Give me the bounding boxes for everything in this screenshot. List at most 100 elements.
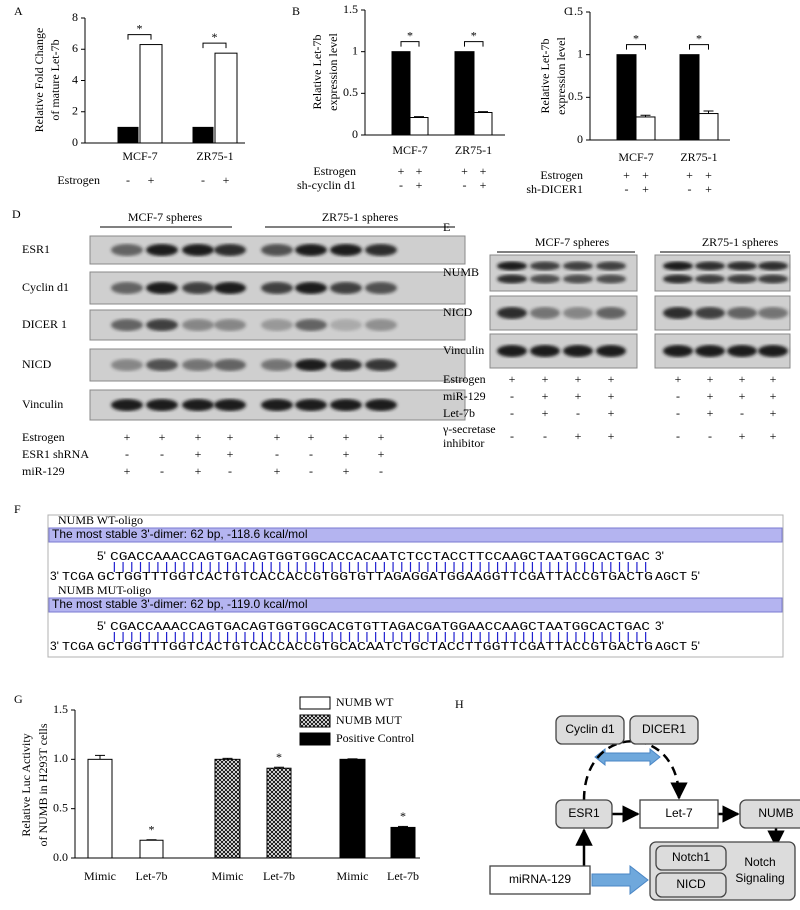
- bar: [214, 52, 238, 144]
- band: [563, 307, 593, 319]
- panel-label: F: [14, 502, 21, 516]
- significance-star: *: [149, 822, 155, 836]
- y-axis-label: Relative Fold Change: [32, 28, 46, 133]
- error-bar: [414, 116, 424, 118]
- band: [111, 399, 143, 411]
- band: [727, 261, 757, 271]
- condition-value: +: [686, 168, 693, 182]
- condition-value: -: [510, 429, 514, 443]
- condition-value: +: [707, 389, 714, 403]
- band: [111, 282, 143, 294]
- significance-star: *: [276, 750, 282, 764]
- significance-bracket: [626, 44, 646, 50]
- sequence-frame: [47, 514, 784, 658]
- node: [639, 799, 719, 829]
- condition-value: +: [739, 429, 746, 443]
- condition-value: +: [195, 447, 202, 461]
- condition-label: Let-7b: [443, 406, 475, 420]
- band: [563, 274, 593, 284]
- band: [530, 307, 560, 319]
- band: [596, 261, 626, 271]
- blot-group-label: ZR75-1 spheres: [322, 210, 399, 224]
- condition-value: +: [378, 447, 385, 461]
- bar: [87, 758, 113, 859]
- condition-label: Estrogen: [22, 430, 65, 444]
- legend-swatch: [299, 696, 331, 710]
- panel-label: E: [443, 220, 450, 234]
- condition-value: +: [124, 430, 131, 444]
- y-tick-label: 0.5: [343, 85, 358, 99]
- condition-value: +: [542, 389, 549, 403]
- condition-value: +: [542, 372, 549, 386]
- overhang: TCGA: [62, 570, 95, 584]
- bar: [214, 758, 241, 859]
- strand-end: 3': [50, 639, 59, 653]
- band: [365, 244, 397, 256]
- condition-value: -: [740, 406, 744, 420]
- significance-star: *: [137, 21, 143, 35]
- node: [655, 845, 727, 871]
- node-label: Notch: [744, 855, 775, 869]
- bar: [139, 839, 164, 859]
- error-bar: [222, 757, 233, 760]
- condition-value: +: [223, 173, 230, 187]
- bar: [635, 116, 656, 141]
- condition-value: -: [625, 182, 629, 196]
- significance-bracket: [689, 44, 709, 50]
- node-label: Let-7: [665, 806, 693, 820]
- bar: [139, 44, 163, 144]
- y-tick-label: 1.5: [568, 4, 583, 18]
- condition-value: -: [688, 182, 692, 196]
- condition-value: +: [608, 389, 615, 403]
- x-tick-label: Mimic: [84, 869, 116, 883]
- band: [530, 274, 560, 284]
- condition-value: +: [343, 430, 350, 444]
- strand-end: 5': [97, 619, 106, 633]
- node-label: Signaling: [735, 871, 784, 885]
- bar: [117, 126, 139, 144]
- node-label: Cyclin d1: [565, 722, 615, 736]
- band: [261, 319, 293, 331]
- condition-value: +: [343, 447, 350, 461]
- y-axis-label: of NUMB in H293T cells: [36, 723, 50, 846]
- band: [330, 359, 362, 371]
- bar: [679, 54, 700, 141]
- blot-group-label: MCF-7 spheres: [128, 210, 203, 224]
- condition-value: +: [227, 430, 234, 444]
- condition-value: +: [575, 389, 582, 403]
- oligo-title: NUMB WT-oligo: [58, 513, 143, 527]
- bar: [454, 51, 475, 136]
- y-axis-label: Relative Luc Activity: [19, 733, 33, 836]
- y-tick-label: 1: [577, 46, 583, 60]
- band: [146, 319, 178, 331]
- significance-star: *: [407, 28, 413, 42]
- condition-value: +: [227, 447, 234, 461]
- node: [555, 799, 613, 829]
- condition-value: -: [379, 464, 383, 478]
- band: [146, 399, 178, 411]
- condition-value: +: [195, 430, 202, 444]
- band: [146, 282, 178, 294]
- condition-value: +: [343, 464, 350, 478]
- condition-value: +: [159, 430, 166, 444]
- significance-star: *: [696, 31, 702, 45]
- significance-bracket: [127, 34, 152, 40]
- bar: [409, 117, 429, 136]
- y-axis-label: Relative Let-7b: [310, 35, 324, 110]
- band: [727, 345, 757, 357]
- x-tick-label: MCF-7: [122, 149, 157, 163]
- legend-label: Positive Control: [336, 731, 415, 745]
- band: [663, 345, 693, 357]
- band: [530, 261, 560, 271]
- overhang: TCGA: [62, 640, 95, 654]
- band: [497, 274, 527, 284]
- band: [596, 307, 626, 319]
- condition-value: -: [201, 173, 205, 187]
- error-bar: [640, 114, 651, 117]
- blot-strip: [489, 254, 638, 292]
- y-tick-label: 0.0: [53, 850, 68, 864]
- band: [695, 274, 725, 284]
- error-bar: [478, 111, 488, 113]
- bottom-strand: GCTGGTTTGGTCACTGTCACCACCGTGGTGTTAGAGGATG…: [97, 570, 653, 584]
